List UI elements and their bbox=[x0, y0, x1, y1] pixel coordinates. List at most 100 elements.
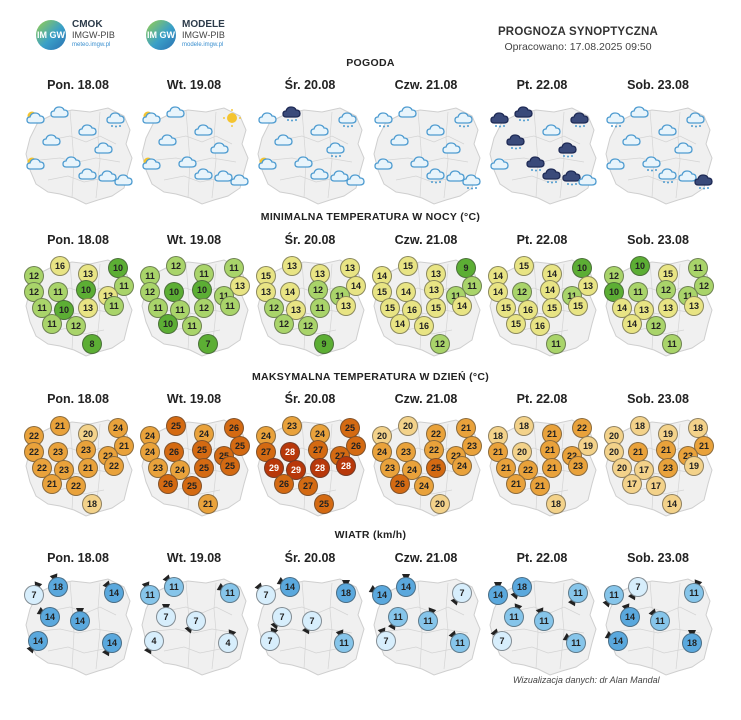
tmax-marker: 28 bbox=[310, 458, 330, 478]
tmax-marker: 18 bbox=[688, 418, 708, 438]
tmax-marker: 25 bbox=[426, 458, 446, 478]
tmax-marker: 18 bbox=[546, 494, 566, 514]
tmin-marker: 11 bbox=[32, 298, 52, 318]
wind-marker: 7 bbox=[452, 583, 472, 603]
day-header-row: Pon. 18.08 Wt. 19.08 Śr. 20.08 Czw. 21.08 Pt… bbox=[20, 551, 716, 565]
wind-marker: 11 bbox=[418, 611, 438, 631]
weather-icon-slot bbox=[164, 102, 186, 120]
weather-icon-slot bbox=[372, 154, 394, 172]
day-label: Pon. 18.08 bbox=[47, 392, 109, 406]
weather-icon-slot bbox=[48, 102, 70, 120]
tmax-marker: 26 bbox=[224, 418, 244, 438]
tmin-marker: 13 bbox=[634, 300, 654, 320]
cloud-icon bbox=[274, 134, 293, 146]
tmax-marker: 26 bbox=[158, 474, 178, 494]
tmin-marker: 11 bbox=[114, 276, 134, 296]
tmin-marker: 10 bbox=[192, 280, 212, 300]
wind-maps-row: 7 18 14 14 14 14 14 11 11 11 7 7 4 4 7 14 18 7 7 7 11 14 14 7 11… bbox=[20, 571, 716, 681]
tmax-map: 24 23 24 25 26 27 28 27 27 29 29 28 28 26 27 25 bbox=[252, 412, 366, 520]
weather-icon-slot bbox=[576, 170, 598, 188]
wind-marker: 11 bbox=[684, 583, 704, 603]
tmax-marker: 17 bbox=[622, 474, 642, 494]
cloud-icon bbox=[346, 174, 365, 186]
cloud-icon bbox=[330, 170, 349, 182]
wind-marker: 4 bbox=[144, 631, 164, 651]
partly-cloudy-icon bbox=[142, 157, 161, 170]
tmin-marker: 12 bbox=[308, 280, 328, 300]
tmax-marker: 23 bbox=[148, 458, 168, 478]
day-label: Sob. 23.08 bbox=[627, 551, 689, 565]
cloud-icon bbox=[374, 158, 393, 170]
tmin-marker: 16 bbox=[530, 316, 550, 336]
weather-icon-slot bbox=[96, 166, 118, 184]
wind-marker: 14 bbox=[372, 585, 392, 605]
cloud-icon bbox=[94, 142, 113, 154]
cloud-icon bbox=[490, 158, 509, 170]
weather-icon-slot bbox=[512, 102, 534, 122]
cloud-icon bbox=[310, 124, 329, 136]
tmin-marker: 11 bbox=[42, 314, 62, 334]
tmax-marker: 26 bbox=[274, 474, 294, 494]
day-label: Wt. 19.08 bbox=[166, 392, 222, 406]
credit: Wizualizacja danych: dr Alan Mandal bbox=[513, 675, 660, 685]
tmax-marker: 28 bbox=[336, 456, 356, 476]
weather-icon-slot bbox=[628, 102, 650, 120]
tmin-marker: 13 bbox=[230, 276, 250, 296]
imgw-logo-mark: IM GW bbox=[146, 20, 176, 50]
tmax-marker: 27 bbox=[298, 476, 318, 496]
weather-icon-slot bbox=[24, 154, 46, 172]
cloud-icon bbox=[158, 134, 177, 146]
day-label: Śr. 20.08 bbox=[284, 551, 336, 565]
tmax-marker: 21 bbox=[694, 436, 714, 456]
tmin-marker: 11 bbox=[310, 298, 330, 318]
tmax-marker: 21 bbox=[530, 476, 550, 496]
weather-icon-slot bbox=[568, 108, 590, 128]
tmax-marker: 21 bbox=[506, 474, 526, 494]
day-label: Sob. 23.08 bbox=[627, 78, 689, 92]
tmax-marker: 21 bbox=[78, 458, 98, 478]
tmin-marker: 13 bbox=[310, 264, 330, 284]
tmax-marker: 20 bbox=[604, 426, 624, 446]
day-label: Śr. 20.08 bbox=[284, 233, 336, 247]
weather-icon-slot bbox=[424, 164, 446, 184]
wind-marker: 14 bbox=[40, 607, 60, 627]
day-label: Sob. 23.08 bbox=[627, 392, 689, 406]
tmax-marker: 20 bbox=[512, 442, 532, 462]
wind-marker: 11 bbox=[220, 583, 240, 603]
weather-map bbox=[136, 100, 250, 208]
tmin-marker: 11 bbox=[104, 296, 124, 316]
cloud-icon bbox=[98, 170, 117, 182]
header: PROGNOZA SYNOPTYCZNA Opracowano: 17.08.2… bbox=[478, 26, 678, 53]
wind-marker: 11 bbox=[164, 577, 184, 597]
wind-marker: 11 bbox=[450, 633, 470, 653]
wind-map: 11 7 11 14 11 14 18 bbox=[600, 571, 714, 679]
wind-marker: 18 bbox=[336, 583, 356, 603]
cloud-rain-icon bbox=[106, 112, 125, 128]
tmax-marker: 17 bbox=[646, 476, 666, 496]
weather-icon-slot bbox=[212, 166, 234, 184]
cloud-icon bbox=[166, 106, 185, 118]
tmin-marker: 15 bbox=[542, 298, 562, 318]
tmin-marker: 7 bbox=[198, 334, 218, 354]
tmin-marker: 13 bbox=[684, 296, 704, 316]
day-label: Czw. 21.08 bbox=[394, 78, 458, 92]
wind-marker: 7 bbox=[302, 611, 322, 631]
cloud-rain-icon bbox=[642, 156, 661, 172]
tmin-map: 11 12 11 11 13 12 10 10 11 11 11 12 11 10 11 7 bbox=[136, 252, 250, 360]
wind-marker: 11 bbox=[504, 607, 524, 627]
weather-icon-slot bbox=[524, 152, 546, 172]
weather-icon-slot bbox=[604, 154, 626, 172]
tmin-marker: 8 bbox=[82, 334, 102, 354]
tmax-marker: 23 bbox=[658, 458, 678, 478]
tmax-map: 20 18 19 18 21 20 21 21 23 20 17 23 19 17 17 14 bbox=[600, 412, 714, 520]
tmin-marker: 13 bbox=[286, 300, 306, 320]
weather-icon-slot bbox=[656, 120, 678, 138]
tmin-marker: 12 bbox=[646, 316, 666, 336]
storm-cloud-icon bbox=[542, 168, 561, 184]
weather-icon-slot bbox=[40, 130, 62, 148]
cloud-icon bbox=[678, 170, 697, 182]
day-header-row: Pon. 18.08 Wt. 19.08 Śr. 20.08 Czw. 21.08 Pt… bbox=[20, 233, 716, 247]
partly-cloudy-icon bbox=[258, 157, 277, 170]
day-label: Pt. 22.08 bbox=[516, 233, 568, 247]
tmax-marker: 23 bbox=[54, 460, 74, 480]
